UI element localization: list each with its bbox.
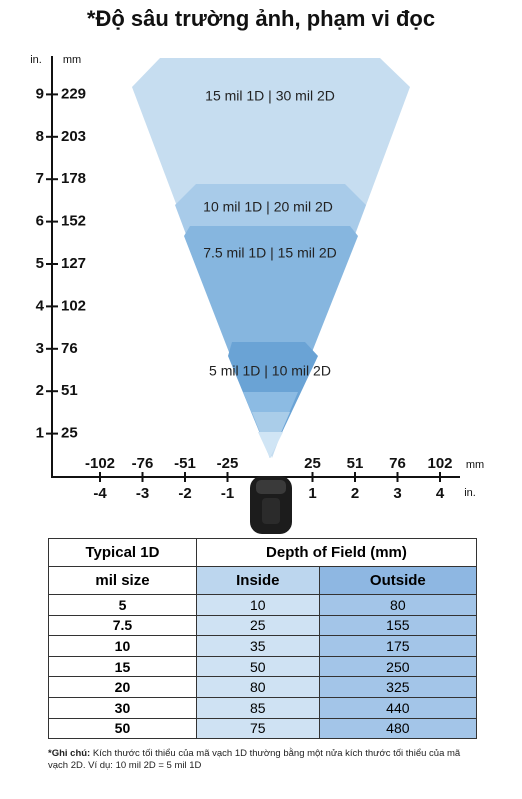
table-cell: 80 xyxy=(195,676,320,698)
y-tick-label-mm: 127 xyxy=(61,255,86,272)
note: *Ghi chú: Kích thước tối thiểu của mã vạ… xyxy=(48,748,478,772)
x-tick-label-mm: -76 xyxy=(132,455,154,472)
x-tick-label-mm: -25 xyxy=(217,455,239,472)
y-tick-label-mm: 178 xyxy=(61,170,86,187)
x-unit-mm: mm xyxy=(466,459,484,471)
table-cell: 30 xyxy=(48,696,197,719)
y-tick-label-mm: 203 xyxy=(61,128,86,145)
x-tick-label-in: 3 xyxy=(393,485,401,502)
table-cell: 10 xyxy=(195,594,320,616)
y-tick-label-in: 7 xyxy=(36,170,44,187)
table-row: 5 10 80 xyxy=(48,594,478,616)
y-tick-label-in: 5 xyxy=(36,255,44,272)
x-tick-label-in: -2 xyxy=(178,485,191,502)
x-tick-label-in: 4 xyxy=(436,485,445,502)
y-tick-label-in: 2 xyxy=(36,382,44,399)
table-cell: 440 xyxy=(318,696,478,719)
table-header: Typical 1D xyxy=(48,538,197,567)
note-text: Kích thước tối thiểu của mã vạch 1D thườ… xyxy=(48,748,461,771)
y-tick-label-in: 3 xyxy=(36,340,44,357)
y-tick-label-mm: 76 xyxy=(61,340,78,357)
table-cell: 10 xyxy=(48,635,197,657)
table-cell: 25 xyxy=(195,614,320,637)
y-tick-label-in: 9 xyxy=(36,85,44,102)
y-tick-label-in: 6 xyxy=(36,213,44,230)
dof-table: Typical 1D Depth of Field (mm) mil size … xyxy=(48,538,478,740)
y-tick-label-mm: 152 xyxy=(61,213,86,230)
zone-label: 10 mil 1D | 20 mil 2D xyxy=(203,199,333,215)
y-tick-label-in: 1 xyxy=(36,425,44,442)
table-subheader: mil size xyxy=(48,566,197,595)
table-cell: 480 xyxy=(318,717,478,740)
table-cell: 175 xyxy=(318,635,478,657)
y-unit-in: in. xyxy=(30,54,42,66)
table-cell: 7.5 xyxy=(48,614,197,637)
table-header: Depth of Field (mm) xyxy=(195,538,478,567)
x-tick-label-in: -3 xyxy=(136,485,149,502)
y-tick-label-mm: 51 xyxy=(61,382,78,399)
table-row: 50 75 480 xyxy=(48,717,478,740)
table-cell: 5 xyxy=(48,594,197,616)
table-cell: 20 xyxy=(48,676,197,698)
y-tick-label-in: 4 xyxy=(36,297,45,314)
y-tick-label-mm: 102 xyxy=(61,297,86,314)
table-row: 10 35 175 xyxy=(48,635,478,657)
table-cell: 250 xyxy=(318,655,478,678)
table-row: 20 80 325 xyxy=(48,676,478,698)
y-tick-label-in: 8 xyxy=(36,128,44,145)
zone-label: 15 mil 1D | 30 mil 2D xyxy=(205,88,335,104)
x-tick-label-mm: -102 xyxy=(85,455,115,472)
y-tick-label-mm: 25 xyxy=(61,425,78,442)
title: *Độ sâu trường ảnh, phạm vi đọc xyxy=(86,6,436,31)
table-cell: 75 xyxy=(195,717,320,740)
zone-label: 5 mil 1D | 10 mil 2D xyxy=(209,363,331,379)
table-subheader: Inside xyxy=(195,566,320,595)
table-cell: 50 xyxy=(195,655,320,678)
zone-shape xyxy=(258,432,283,458)
table-cell: 325 xyxy=(318,676,478,698)
x-tick-label-in: -1 xyxy=(221,485,234,502)
table-row: 7.5 25 155 xyxy=(48,614,478,637)
y-unit-mm: mm xyxy=(63,54,81,66)
table-cell: 15 xyxy=(48,655,197,678)
x-tick-label-in: 2 xyxy=(351,485,359,502)
x-tick-label-in: 1 xyxy=(308,485,316,502)
x-tick-label-mm: 25 xyxy=(304,455,321,472)
table-row: 15 50 250 xyxy=(48,655,478,678)
table-row: 30 85 440 xyxy=(48,696,478,719)
diagram: in. mm mm in. 15 mil 1D | 30 mil 2D 10 m… xyxy=(30,54,484,534)
x-tick-label-in: -4 xyxy=(93,485,107,502)
x-tick-label-mm: 51 xyxy=(347,455,364,472)
x-tick-label-mm: 102 xyxy=(427,455,452,472)
x-unit-in: in. xyxy=(464,487,476,499)
y-tick-label-mm: 229 xyxy=(61,85,86,102)
scanner-icon xyxy=(250,476,292,534)
table-cell: 50 xyxy=(48,717,197,740)
table-cell: 35 xyxy=(195,635,320,657)
note-label: *Ghi chú: xyxy=(48,748,91,759)
zone-label: 7.5 mil 1D | 15 mil 2D xyxy=(203,245,337,261)
table-subheader: Outside xyxy=(318,566,478,595)
x-tick-label-mm: -51 xyxy=(174,455,196,472)
table-cell: 80 xyxy=(318,594,478,616)
table-cell: 85 xyxy=(195,696,320,719)
table-cell: 155 xyxy=(318,614,478,637)
x-tick-label-mm: 76 xyxy=(389,455,406,472)
